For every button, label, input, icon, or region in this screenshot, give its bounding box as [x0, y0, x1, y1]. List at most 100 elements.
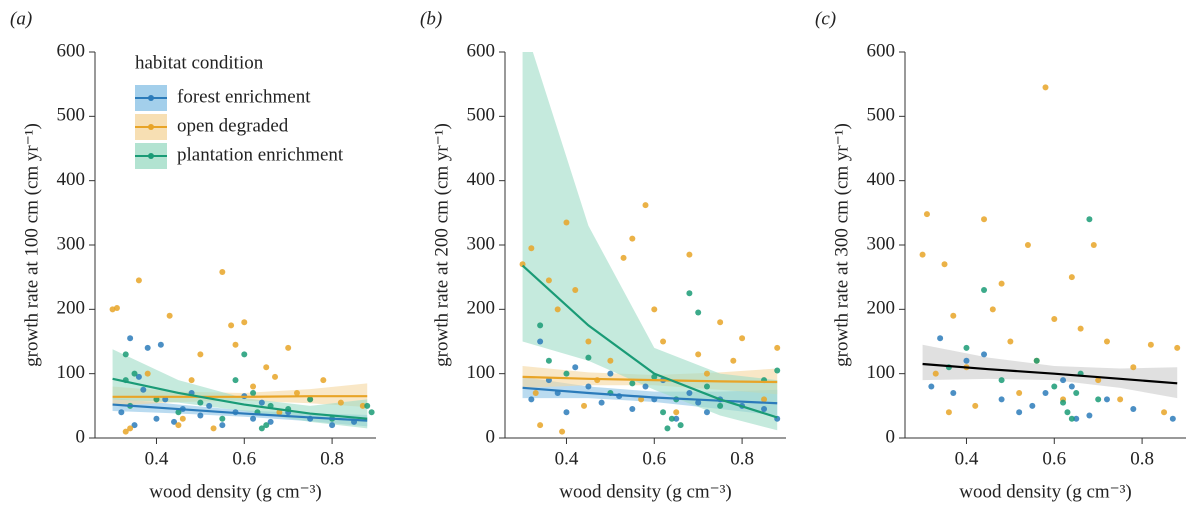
data-point	[267, 418, 274, 425]
data-point	[285, 344, 292, 351]
confidence-band	[112, 349, 368, 429]
y-tick-label: 600	[867, 40, 896, 61]
data-point	[250, 383, 257, 390]
confidence-band	[522, 52, 778, 431]
data-point	[932, 370, 939, 377]
x-tick-label: 0.4	[955, 448, 979, 469]
data-point	[761, 406, 768, 413]
fit-line	[112, 403, 368, 422]
data-point	[250, 415, 257, 422]
data-point	[258, 425, 265, 432]
fit-line	[112, 395, 368, 398]
data-point	[585, 354, 592, 361]
y-tick-label: 100	[57, 362, 86, 383]
data-point	[537, 338, 544, 345]
data-point	[1095, 396, 1102, 403]
data-point	[276, 409, 283, 416]
data-point	[320, 377, 327, 384]
data-point	[941, 261, 948, 268]
data-point	[1174, 344, 1181, 351]
data-point	[695, 399, 702, 406]
data-point	[998, 280, 1005, 287]
data-point	[1086, 412, 1093, 419]
data-point	[686, 389, 693, 396]
data-point	[1103, 338, 1110, 345]
data-point	[703, 370, 710, 377]
data-point	[581, 402, 588, 409]
data-point	[695, 351, 702, 358]
data-point	[703, 383, 710, 390]
data-point	[197, 412, 204, 419]
data-point	[563, 409, 570, 416]
data-point	[219, 422, 226, 429]
data-point	[923, 211, 930, 218]
data-point	[668, 415, 675, 422]
data-point	[307, 396, 314, 403]
y-tick-label: 200	[57, 298, 86, 319]
data-point	[528, 396, 535, 403]
data-point	[563, 370, 570, 377]
data-point	[144, 344, 151, 351]
data-point	[1147, 341, 1154, 348]
data-point	[981, 287, 988, 294]
y-tick-label: 200	[467, 298, 496, 319]
x-tick-label: 0.6	[1042, 448, 1066, 469]
y-tick-label: 500	[57, 105, 86, 126]
data-point	[293, 389, 300, 396]
plot-area	[519, 52, 781, 435]
data-point	[219, 269, 226, 276]
data-point	[607, 370, 614, 377]
data-point	[153, 415, 160, 422]
data-point	[144, 370, 151, 377]
x-axis-label: wood density (g cm⁻³)	[149, 481, 321, 502]
y-axis-label: growth rate at 100 cm (cm yr⁻¹)	[21, 123, 42, 367]
legend-label: plantation enrichment	[177, 144, 344, 165]
data-point	[364, 402, 371, 409]
data-point	[175, 409, 182, 416]
data-point	[122, 428, 129, 435]
data-point	[188, 377, 195, 384]
x-tick-label: 0.8	[1130, 448, 1154, 469]
data-point	[554, 306, 561, 313]
data-point	[359, 402, 366, 409]
fit-line	[521, 264, 778, 419]
legend-label: forest enrichment	[177, 86, 311, 107]
data-point	[642, 202, 649, 209]
data-point	[528, 245, 535, 252]
legend-dot	[148, 153, 154, 159]
data-point	[368, 409, 375, 416]
data-point	[717, 319, 724, 326]
data-point	[166, 312, 173, 319]
data-point	[572, 364, 579, 371]
data-point	[1068, 274, 1075, 281]
data-point	[532, 389, 539, 396]
data-point	[175, 422, 182, 429]
data-point	[607, 357, 614, 364]
data-point	[1016, 389, 1023, 396]
data-point	[228, 322, 235, 329]
data-point	[131, 370, 138, 377]
x-tick-label: 0.4	[145, 448, 169, 469]
data-point	[937, 335, 944, 342]
y-tick-label: 600	[57, 40, 86, 61]
data-point	[206, 402, 213, 409]
data-point	[651, 306, 658, 313]
y-tick-label: 600	[467, 40, 496, 61]
x-axis-label: wood density (g cm⁻³)	[959, 481, 1131, 502]
legend-dot	[148, 95, 154, 101]
data-point	[1103, 396, 1110, 403]
y-tick-label: 0	[486, 426, 496, 447]
data-point	[677, 422, 684, 429]
data-point	[1073, 415, 1080, 422]
y-axis-label: growth rate at 300 cm (cm yr⁻¹)	[831, 123, 852, 367]
data-point	[179, 415, 186, 422]
data-point	[1095, 377, 1102, 384]
data-point	[1068, 415, 1075, 422]
plot-area	[109, 269, 375, 435]
data-point	[638, 396, 645, 403]
data-point	[135, 277, 142, 284]
data-point	[620, 254, 627, 261]
data-point	[1042, 84, 1049, 91]
data-point	[664, 425, 671, 432]
y-tick-label: 100	[467, 362, 496, 383]
